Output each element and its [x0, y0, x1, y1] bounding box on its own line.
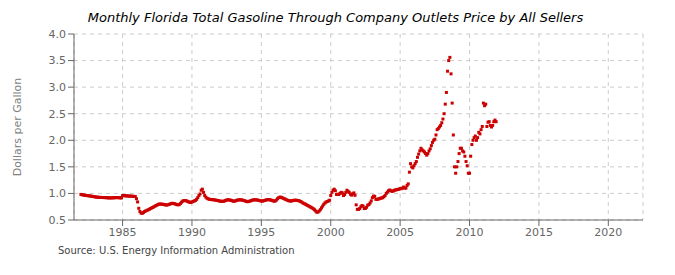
- html-text:Monthly Florida Total Gasoline: Monthly Florida Total Gasoline Through C…: [87, 10, 584, 25]
- svg-text:1990: 1990: [178, 226, 206, 239]
- html-text:Source: U.S. Energy Informatio: Source: U.S. Energy Information Administ…: [58, 245, 295, 256]
- svg-text:0.5: 0.5: [49, 214, 67, 227]
- svg-text:3.5: 3.5: [49, 54, 67, 67]
- svg-text:2.0: 2.0: [49, 134, 67, 147]
- svg-text:1.0: 1.0: [49, 187, 67, 200]
- svg-text:1.5: 1.5: [49, 161, 67, 174]
- svg-text:2015: 2015: [525, 226, 553, 239]
- svg-text:3.0: 3.0: [49, 81, 67, 94]
- svg-text:4.0: 4.0: [49, 28, 67, 41]
- svg-text:Dollars per Gallon: Dollars per Gallon: [11, 78, 24, 177]
- svg-text:1985: 1985: [109, 226, 137, 239]
- svg-text:2000: 2000: [317, 226, 345, 239]
- svg-text:2.5: 2.5: [49, 108, 67, 121]
- svg-text:2020: 2020: [594, 226, 622, 239]
- svg-text:2005: 2005: [386, 226, 414, 239]
- svg-text:2010: 2010: [456, 226, 484, 239]
- svg-text:1995: 1995: [247, 226, 275, 239]
